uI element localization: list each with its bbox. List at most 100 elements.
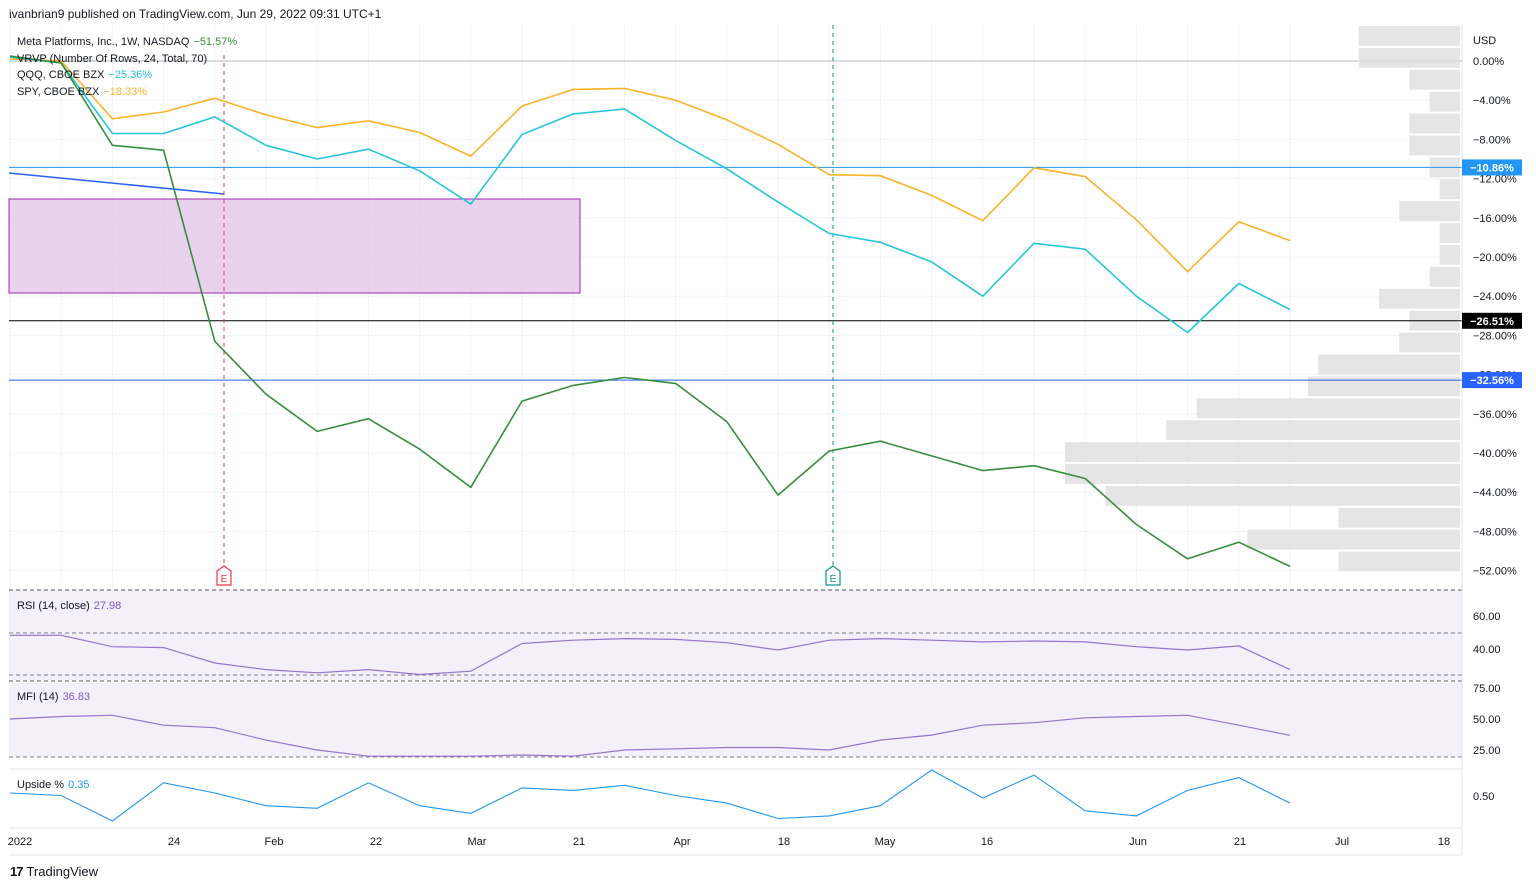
volume-profile-bar	[1439, 179, 1460, 200]
time-tick-label: Mar	[468, 836, 487, 848]
legend-mfi[interactable]: MFI (14) 36.83	[17, 691, 90, 703]
legend-qqq-value: −25.36%	[108, 69, 153, 81]
mfi-band	[9, 683, 1462, 757]
legend-qqq[interactable]: QQQ, CBOE BZX −25.36%	[17, 69, 152, 81]
time-tick-label: Jun	[1129, 836, 1147, 848]
volume-profile-bar	[1409, 113, 1460, 134]
price-tick-label: −24.00%	[1473, 291, 1517, 303]
time-tick-label: 21	[573, 836, 585, 848]
legend-vrvp[interactable]: VRVP (Number Of Rows, 24, Total, 70)	[17, 53, 207, 65]
series-line	[9, 56, 1291, 334]
trend-line[interactable]	[8, 172, 225, 195]
earnings-flag-label: E	[830, 574, 837, 585]
legend-qqq-label: QQQ, CBOE BZX	[17, 69, 105, 81]
price-series	[9, 55, 1291, 568]
volume-profile-bar	[1378, 288, 1460, 309]
tradingview-brand[interactable]: 17 TradingView	[10, 864, 98, 879]
volume-profile-bar	[1338, 507, 1460, 528]
volume-profile-bar	[1429, 91, 1460, 112]
legend-spy[interactable]: SPY, CBOE BZX −18.33%	[17, 86, 147, 98]
price-badge-label: −10.86%	[1470, 162, 1514, 174]
legend-upside[interactable]: Upside % 0.35	[17, 779, 90, 791]
earnings-flag-icon	[825, 565, 841, 586]
legend-rsi[interactable]: RSI (14, close) 27.98	[17, 600, 121, 612]
price-tick-label: −4.00%	[1473, 95, 1511, 107]
mfi-tick-label: 25.00	[1473, 745, 1501, 757]
legend-mfi-value: 36.83	[62, 691, 91, 703]
time-tick-label: 24	[168, 836, 180, 848]
volume-profile-bar	[1338, 551, 1460, 572]
highlight-rectangle[interactable]	[8, 198, 581, 294]
volume-profile-bar	[1318, 354, 1460, 375]
currency-label: USD	[1473, 35, 1496, 47]
volume-profile-bar	[1166, 420, 1460, 441]
rsi-tick-label: 60.00	[1473, 611, 1501, 623]
price-tick-label: −36.00%	[1473, 409, 1517, 421]
price-badge-label: −26.51%	[1470, 316, 1514, 328]
legend-upside-label: Upside %	[17, 779, 65, 791]
volume-profile-bar	[1065, 442, 1460, 462]
rsi-tick-label: 40.00	[1473, 644, 1501, 656]
rsi-line	[10, 634, 1291, 676]
time-tick-label: 18	[1438, 836, 1450, 848]
time-tick-label: 16	[981, 836, 993, 848]
time-tick-label: Feb	[265, 836, 284, 848]
time-tick-label: 18	[778, 836, 790, 848]
time-tick-label: 2022	[8, 836, 32, 848]
rsi-band	[9, 590, 1462, 680]
volume-profile-bar	[1247, 529, 1460, 550]
legend-meta-label: Meta Platforms, Inc., 1W, NASDAQ	[17, 36, 190, 48]
price-badge	[1462, 372, 1522, 389]
volume-profile-bar	[1358, 26, 1460, 46]
brand-name: TradingView	[26, 864, 99, 879]
price-tick-label: −12.00%	[1473, 174, 1517, 186]
volume-profile-bar	[1105, 485, 1460, 506]
legend-meta[interactable]: Meta Platforms, Inc., 1W, NASDAQ −51.57%	[17, 36, 237, 48]
price-tick-label: −52.00%	[1473, 566, 1517, 578]
volume-profile-bar	[1196, 398, 1460, 419]
upside-tick-label: 0.50	[1473, 791, 1494, 803]
price-tick-label: −8.00%	[1473, 134, 1511, 146]
price-tick-label: −20.00%	[1473, 252, 1517, 264]
price-axis: USD 0.00% −4.00% −8.00% −12.00% −16.00% −20.00…	[1461, 25, 1517, 855]
legend-spy-value: −18.33%	[103, 86, 148, 98]
legend-mfi-label: MFI (14)	[17, 691, 59, 703]
series-line	[9, 58, 1291, 273]
price-badge	[1462, 312, 1522, 329]
volume-profile-bar	[1399, 201, 1460, 222]
horizontal-lines	[9, 166, 1462, 381]
earnings-flag-icon	[216, 565, 232, 586]
legend-meta-value: −51.57%	[193, 36, 238, 48]
publish-header: ivanbrian9 published on TradingView.com,…	[9, 7, 382, 21]
price-badges: −10.86% −26.51% −32.56%	[1462, 159, 1522, 389]
volume-profile	[1065, 26, 1460, 572]
earnings-flag-label: E	[221, 574, 228, 585]
time-tick-label: Jul	[1335, 836, 1349, 848]
legend-rsi-value: 27.98	[93, 600, 122, 612]
legend-upside-value: 0.35	[68, 779, 90, 791]
legend-vrvp-label: VRVP (Number Of Rows, 24, Total, 70)	[17, 53, 208, 65]
price-badge	[1462, 159, 1522, 176]
legend-rsi-label: RSI (14, close)	[17, 600, 90, 612]
volume-profile-bar	[1439, 223, 1460, 243]
volume-profile-bar	[1399, 332, 1460, 353]
volume-profile-bar	[1409, 135, 1460, 156]
volume-profile-bar	[1409, 69, 1460, 90]
mfi-tick-label: 75.00	[1473, 683, 1501, 695]
time-tick-label: Apr	[673, 836, 690, 848]
price-tick-label: 0.00%	[1473, 56, 1504, 68]
time-tick-label: May	[875, 836, 896, 848]
price-tick-label: −16.00%	[1473, 213, 1517, 225]
price-tick-label: −40.00%	[1473, 448, 1517, 460]
volume-profile-bar	[1358, 47, 1460, 68]
tradingview-logo-icon: 17	[10, 864, 24, 879]
volume-profile-bar	[1308, 376, 1460, 397]
price-badge-label: −32.56%	[1470, 375, 1514, 387]
upside-line	[9, 769, 1291, 822]
volume-profile-bar	[1065, 464, 1460, 484]
volume-profile-bar	[1439, 245, 1460, 265]
time-axis: 2022 24 Feb 22 Mar 21 Apr 18 May 16 Jun 21 Jul 18	[8, 836, 1462, 856]
time-tick-label: 21	[1234, 836, 1246, 848]
